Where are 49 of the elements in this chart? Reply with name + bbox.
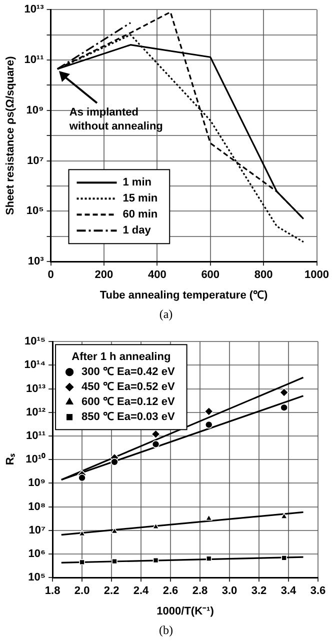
x-tick-label: 3.0 xyxy=(222,585,238,598)
y-tick-label: 10¹¹ xyxy=(26,430,46,442)
x-tick-label: 3.2 xyxy=(251,585,267,598)
y-tick-label: 10³ xyxy=(28,256,44,268)
x-tick-label: 1000 xyxy=(304,269,330,282)
y-tick-label: 10⁷ xyxy=(28,524,46,536)
text: (a) xyxy=(158,306,174,322)
y-tick-label: 10⁶ xyxy=(28,548,46,560)
x-tick-label: 2.2 xyxy=(104,585,120,598)
x-tick-label: 2.8 xyxy=(192,585,208,598)
y-tick-label: 10⁵ xyxy=(28,572,46,584)
legend-label: 850 ℃ Ea=0.03 eV xyxy=(82,411,176,424)
x-tick-label: 0 xyxy=(48,269,54,282)
x-tick-label: 2.0 xyxy=(74,585,90,598)
x-tick-label: 600 xyxy=(201,269,220,282)
legend-label: 1 min xyxy=(122,176,152,189)
y-tick-label: 10¹³ xyxy=(26,382,46,395)
y-tick-label: 10¹¹ xyxy=(24,54,44,66)
x-tick-label: 2.4 xyxy=(133,585,150,598)
legend-title: After 1 h annealing xyxy=(72,351,171,364)
x-tick-label: 1.8 xyxy=(44,585,60,598)
x-axis-title: Tube annealing temperature (℃) xyxy=(100,289,268,302)
legend-label: 450 ℃ Ea=0.52 eV xyxy=(82,381,176,394)
x-tick-label: 3.4 xyxy=(280,585,298,598)
y-tick-label: 10⁸ xyxy=(28,500,46,513)
x-tick-label: 800 xyxy=(254,269,273,282)
y-axis-title: Sheet resistance ρs(Ω/square) xyxy=(4,56,17,215)
y-tick-label: 10⁹ xyxy=(26,104,44,116)
y-tick-label: 10¹⁴ xyxy=(24,359,46,372)
legend-label: 300 ℃ Ea=0.42 eV xyxy=(82,366,176,378)
legend-label: 600 ℃ Ea=0.12 eV xyxy=(82,396,176,408)
y-tick-label: 10¹⁵ xyxy=(24,336,46,348)
x-tick-label: 2.6 xyxy=(162,585,178,598)
y-tick-label: 10¹³ xyxy=(24,4,44,16)
y-tick-label: 10⁹ xyxy=(28,477,46,490)
y-tick-label: 10¹⁰ xyxy=(26,452,46,466)
x-tick-label: 3.6 xyxy=(310,585,326,598)
legend-label: 1 day xyxy=(122,224,152,237)
text: (b) xyxy=(158,622,174,638)
y-axis-title: Rₛ xyxy=(4,453,17,466)
annotation: As implanted without annealing xyxy=(68,106,163,133)
y-tick-label: 10⁵ xyxy=(26,205,44,218)
x-axis-title: 1000/T(K⁻¹) xyxy=(156,605,214,618)
legend-label: 15 min xyxy=(122,192,158,205)
legend-label: 60 min xyxy=(122,208,158,221)
x-tick-label: 400 xyxy=(148,269,166,282)
y-tick-label: 10¹² xyxy=(26,406,46,418)
x-tick-label: 200 xyxy=(94,269,114,282)
y-tick-label: 10⁷ xyxy=(26,154,44,167)
